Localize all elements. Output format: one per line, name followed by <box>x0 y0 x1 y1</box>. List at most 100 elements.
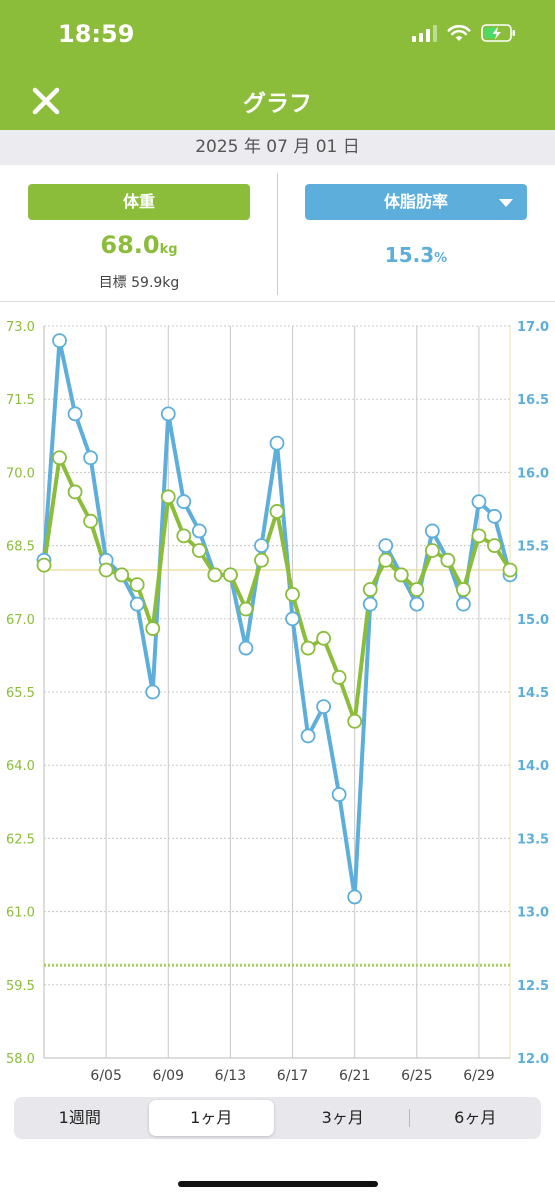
left-tick-label: 59.5 <box>6 979 35 994</box>
bodyfat-point <box>316 699 332 715</box>
left-tick-label: 62.5 <box>6 832 35 847</box>
weight-number: 68.0 <box>100 231 160 259</box>
wifi-icon <box>447 24 471 41</box>
left-tick-label: 67.0 <box>6 613 35 628</box>
left-tick-label: 65.5 <box>6 686 35 701</box>
x-tick-label: 6/05 <box>90 1068 121 1084</box>
bodyfat-point <box>487 508 502 524</box>
right-tick-label: 13.5 <box>517 832 549 847</box>
right-tick-label: 14.5 <box>517 686 549 701</box>
bodyfat-point <box>300 728 316 744</box>
weight-point <box>160 489 176 505</box>
weight-point <box>471 528 487 544</box>
weight-point <box>440 552 456 568</box>
bodyfat-point <box>285 611 300 627</box>
weight-unit: kg <box>159 242 178 257</box>
left-tick-label: 58.0 <box>6 1052 35 1067</box>
bodyfat-point <box>455 596 471 612</box>
bodyfat-point <box>424 523 440 539</box>
left-tick-label: 61.0 <box>6 906 35 921</box>
summary-panel: 体重 68.0kg 目標 59.9kg 体脂肪率 15.3% <box>0 165 555 302</box>
date-label: 2025 年 07 月 01 日 <box>0 130 555 165</box>
home-indicator <box>178 1181 378 1187</box>
bodyfat-point <box>347 889 363 905</box>
bodyfat-point <box>83 450 98 466</box>
weight-point <box>98 562 114 578</box>
weight-point <box>191 543 207 558</box>
tab-1week[interactable]: 1週間 <box>58 1108 101 1127</box>
weight-point <box>285 586 300 602</box>
x-tick-label: 6/13 <box>215 1068 246 1084</box>
weight-point <box>207 567 223 583</box>
bodyfat-point <box>378 538 394 554</box>
right-tick-label: 15.0 <box>517 613 549 628</box>
bodyfat-point <box>67 406 83 422</box>
weight-point <box>362 582 378 597</box>
close-button[interactable] <box>26 81 66 121</box>
right-tick-label: 16.5 <box>517 393 549 408</box>
right-tick-label: 12.5 <box>517 979 549 994</box>
x-tick-label: 6/25 <box>401 1068 432 1084</box>
left-tick-label: 71.5 <box>6 393 35 408</box>
summary-divider <box>277 173 278 295</box>
x-tick-label: 6/17 <box>277 1068 308 1084</box>
left-tick-label: 68.5 <box>6 540 35 555</box>
chart-area[interactable]: 73.0 17.0 71.5 16.5 70.0 16.0 68.5 15.5 67.0 15.0… <box>0 302 555 1092</box>
x-tick-label: 6/21 <box>339 1068 370 1084</box>
bodyfat-point <box>52 333 67 349</box>
left-tick-label: 73.0 <box>6 320 35 335</box>
status-icons <box>412 24 517 42</box>
weight-point <box>300 640 316 656</box>
weight-goal: 目標 59.9kg <box>98 275 180 291</box>
weight-point <box>83 513 98 529</box>
right-tick-label: 13.0 <box>517 906 549 921</box>
tab-6months[interactable]: 6ヶ月 <box>454 1108 497 1127</box>
bodyfat-point <box>145 684 161 700</box>
weight-point <box>114 567 130 583</box>
bodyfat-point <box>362 596 378 612</box>
bodyfat-point <box>238 640 254 656</box>
tab-3months[interactable]: 3ヶ月 <box>321 1108 364 1127</box>
body-fat-value: 15.3% <box>305 243 527 267</box>
tab-1month[interactable]: 1ヶ月 <box>148 1100 274 1136</box>
body-fat-label: 体脂肪率 <box>383 192 448 211</box>
right-tick-label: 15.5 <box>517 540 549 555</box>
period-selector: 1週間 1ヶ月 3ヶ月 6ヶ月 <box>14 1097 541 1139</box>
weight-point <box>36 557 52 573</box>
weight-point <box>378 552 394 568</box>
weight-point <box>455 582 471 597</box>
status-bar: 18:59 <box>0 0 555 75</box>
bodyfat-point <box>471 494 487 510</box>
page-title: グラフ <box>243 91 312 117</box>
body-fat-dropdown[interactable]: 体脂肪率 <box>305 184 527 220</box>
bodyfat-point <box>191 523 207 539</box>
weight-point <box>269 504 285 519</box>
bodyfat-point <box>331 787 347 802</box>
weight-tab-button[interactable]: 体重 <box>28 184 250 220</box>
bodyfat-point <box>176 494 192 510</box>
weight-point <box>222 567 238 583</box>
right-tick-label: 12.0 <box>517 1052 549 1067</box>
status-time: 18:59 <box>58 20 135 48</box>
body-fat-number: 15.3 <box>384 243 435 267</box>
bodyfat-point <box>269 435 285 451</box>
weight-point <box>316 630 332 646</box>
weight-point <box>238 601 254 617</box>
left-tick-label: 70.0 <box>6 466 35 481</box>
x-tick-label: 6/09 <box>153 1068 184 1084</box>
right-tick-label: 14.0 <box>517 759 549 774</box>
cellular-signal-icon <box>412 24 437 42</box>
weight-point <box>347 713 363 729</box>
right-tick-label: 16.0 <box>517 466 549 481</box>
nav-bar: グラフ <box>0 75 555 130</box>
tab-separator <box>408 1109 410 1127</box>
weight-point <box>176 528 192 544</box>
weight-label: 体重 <box>122 192 155 211</box>
weight-point <box>487 538 502 554</box>
bodyfat-point <box>254 538 269 554</box>
x-tick-label: 6/29 <box>463 1068 494 1084</box>
weight-point <box>424 543 440 558</box>
weight-bodyfat-chart[interactable]: 73.0 17.0 71.5 16.5 70.0 16.0 68.5 15.5 67.0 15.0… <box>0 302 555 1092</box>
weight-point <box>254 552 269 568</box>
weight-point <box>502 562 518 578</box>
